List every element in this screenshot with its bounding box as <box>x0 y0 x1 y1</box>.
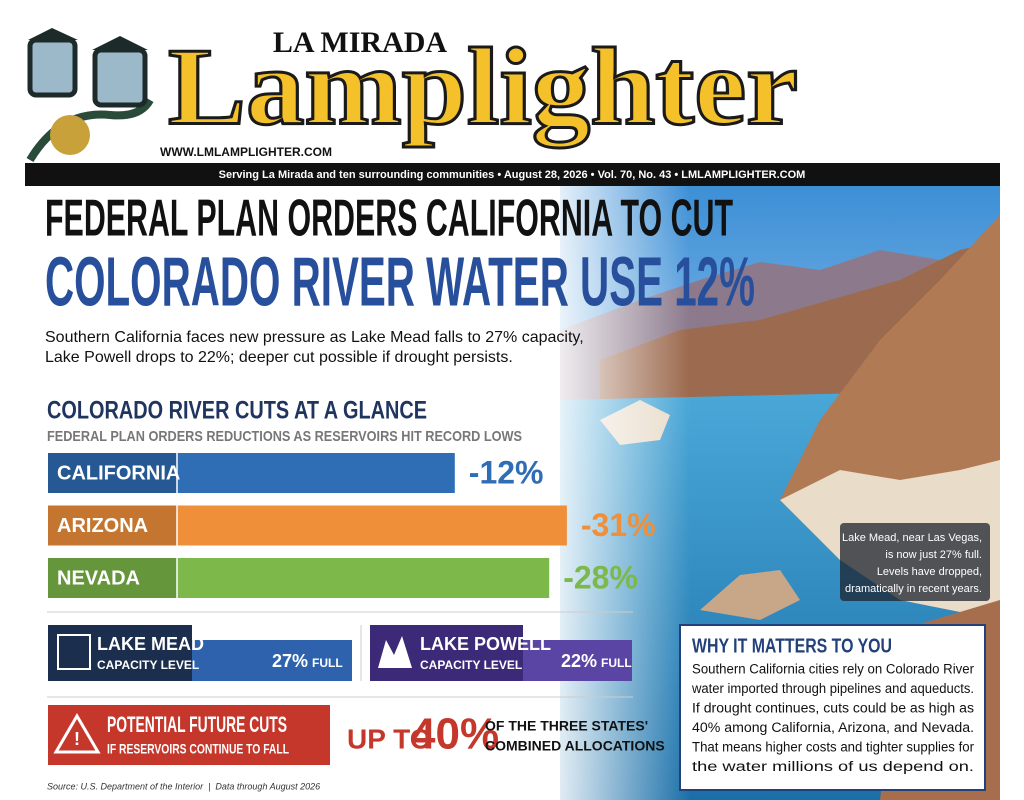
lake-level: 27% <box>272 651 308 671</box>
lake-powell-bar <box>523 640 632 681</box>
lake-level: 22% <box>561 651 597 671</box>
lake-unit: FULL <box>601 656 632 670</box>
sidebar-line: the water millions of us depend on. <box>692 759 974 774</box>
lake-name: LAKE MEAD <box>97 634 204 654</box>
lake-mead-bar <box>192 640 352 681</box>
bar-label-box <box>48 558 177 598</box>
tagline-bar <box>25 163 1000 186</box>
future-lead: UP TO <box>347 723 432 754</box>
warning-mark: ! <box>74 729 80 749</box>
lake-unit: FULL <box>312 656 343 670</box>
sidebar-body: Southern California cities rely on Color… <box>691 662 974 775</box>
future-box <box>48 705 330 765</box>
sidebar-line: That means higher costs and tighter supp… <box>692 740 974 755</box>
warning-icon <box>53 713 101 754</box>
bar <box>48 453 455 493</box>
future-title: POTENTIAL FUTURE CUTS <box>107 712 287 737</box>
bar-category: NEVADA <box>57 567 140 589</box>
bar-chart: CALIFORNIA -12% ARIZONA -31% NEVADA -28% <box>48 453 656 598</box>
sidebar-line: If drought continues, cuts could be as h… <box>692 701 974 716</box>
headline-2: COLORADO RIVER WATER USE 12% <box>45 242 755 320</box>
tagline: Serving La Mirada and ten surrounding co… <box>219 169 806 181</box>
caption-line: Lake Mead, near Las Vegas, <box>842 532 982 544</box>
lake-sub: CAPACITY LEVEL <box>420 658 522 672</box>
lake-name: LAKE POWELL <box>420 634 551 654</box>
headline-1: FEDERAL PLAN ORDERS CALIFORNIA TO CUT <box>45 190 733 248</box>
bar-category: ARIZONA <box>57 515 148 537</box>
sidebar-line: water imported through pipelines and aqu… <box>691 681 974 696</box>
bar-label-box <box>48 505 177 546</box>
lamp-logo <box>26 28 154 163</box>
caption-line: is now just 27% full. <box>885 549 982 561</box>
dam-icon <box>57 634 91 670</box>
bar-category: CALIFORNIA <box>57 462 180 484</box>
caption-box <box>840 523 990 601</box>
masthead-top: LA MIRADA <box>273 26 448 59</box>
bar <box>48 505 567 546</box>
chart-title: COLORADO RIVER CUTS AT A GLANCE <box>47 397 427 425</box>
bar-value-label: -12% <box>469 454 544 490</box>
sidebar-title: WHY IT MATTERS TO YOU <box>692 635 892 657</box>
caption-line: dramatically in recent years. <box>845 583 982 595</box>
deck-line: Southern California faces new pressure a… <box>45 329 584 346</box>
future-sub: IF RESERVOIRS CONTINUE TO FALL <box>107 741 289 757</box>
future-amount: 40% <box>411 710 499 759</box>
masthead-url: WWW.LMLAMPLIGHTER.COM <box>160 145 332 159</box>
future-note: COMBINED ALLOCATIONS <box>485 738 665 754</box>
caption-line: Levels have dropped, <box>877 566 982 578</box>
sidebar-line: 40% among California, Arizona, and Nevad… <box>692 720 974 735</box>
bar-value-label: -28% <box>563 559 638 595</box>
bar <box>48 558 550 598</box>
bar-value-label: -31% <box>581 507 656 543</box>
chart-subtitle: FEDERAL PLAN ORDERS REDUCTIONS AS RESERV… <box>47 428 522 445</box>
deck-line: Lake Powell drops to 22%; deeper cut pos… <box>45 349 513 366</box>
source: Source: U.S. Department of the Interior … <box>47 781 320 791</box>
lake-sub: CAPACITY LEVEL <box>97 658 199 672</box>
sidebar-line: Southern California cities rely on Color… <box>692 662 974 677</box>
canyon-icon <box>378 636 412 668</box>
future-note: OF THE THREE STATES' <box>485 718 648 734</box>
sidebar-box <box>679 624 986 791</box>
bar-label-box <box>48 453 177 493</box>
masthead-name: Lamplighter <box>168 25 798 147</box>
